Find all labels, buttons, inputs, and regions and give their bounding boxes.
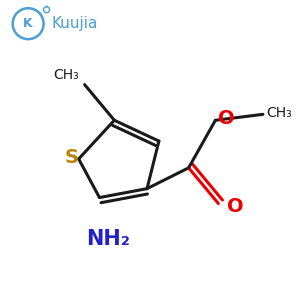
Text: CH₃: CH₃	[53, 68, 79, 82]
Text: °: °	[45, 7, 48, 13]
Text: S: S	[64, 148, 78, 167]
Text: O: O	[227, 197, 244, 216]
Text: K: K	[23, 17, 33, 30]
Text: CH₃: CH₃	[266, 106, 292, 120]
Text: O: O	[218, 109, 235, 128]
Text: NH₂: NH₂	[86, 229, 130, 249]
Text: Kuujia: Kuujia	[51, 16, 98, 31]
